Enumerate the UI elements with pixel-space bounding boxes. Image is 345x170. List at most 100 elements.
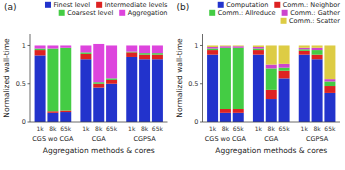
bar-segment — [324, 79, 335, 81]
bar-segment — [60, 48, 71, 111]
legend: Finest levelIntermediate levelsCoarsest … — [45, 1, 168, 17]
legend-swatch — [209, 10, 215, 16]
legend-label: Comm.: Neighbor — [283, 1, 341, 9]
group-label: CGS wo CGA — [205, 135, 247, 143]
bar-segment — [93, 44, 104, 82]
legend: Computation Comm.: Neighbor Comm.: Allredu… — [209, 1, 340, 25]
bar-segment — [299, 48, 310, 50]
bar-segment — [233, 48, 244, 109]
bar-segment — [253, 45, 264, 47]
group-label: CGA — [264, 135, 279, 143]
bar-segment — [139, 55, 150, 60]
bar-segment — [279, 78, 290, 122]
bar-segment — [324, 45, 335, 79]
bar-segment — [312, 50, 323, 55]
bar-segment — [266, 90, 277, 99]
y-axis-line — [30, 34, 31, 122]
bar-segment — [266, 99, 277, 122]
legend-label: Coarsest level — [67, 9, 113, 17]
legend-swatch — [281, 18, 287, 24]
bar-segment — [299, 51, 310, 55]
bar-segment — [80, 54, 91, 59]
x-tick-label: 65k — [106, 125, 118, 132]
y-tick-label: 0 — [22, 118, 26, 126]
group-label: CGPSA — [133, 135, 156, 143]
x-tick-label: 1k — [128, 125, 136, 132]
bar-segment — [233, 113, 244, 122]
bar-segment — [253, 55, 264, 122]
bar-segment — [60, 112, 71, 122]
bar-segment — [299, 45, 310, 47]
bar-segment — [106, 78, 117, 80]
bar-segment — [60, 111, 71, 113]
bar-segment — [299, 55, 310, 122]
bar-segment — [139, 59, 150, 122]
y-tick — [28, 83, 31, 84]
bar-segment — [220, 109, 231, 113]
x-tick-label: 8k — [95, 125, 103, 132]
y-tick-label: 0 — [194, 118, 198, 126]
x-tick-label: 1k — [209, 125, 217, 132]
group-label: CGPSA — [306, 135, 329, 143]
x-tick-label: 8k — [313, 125, 321, 132]
bar-segment — [220, 48, 231, 109]
bar-segment — [324, 81, 335, 86]
x-axis-line — [30, 122, 168, 123]
x-tick-label: 1k — [82, 125, 90, 132]
bar-segment — [126, 57, 137, 122]
y-tick — [200, 45, 203, 46]
bar-segment — [126, 45, 137, 51]
bar-segment — [266, 65, 277, 69]
y-tick — [28, 122, 31, 123]
bar-segment — [80, 59, 91, 122]
bar-segment — [312, 59, 323, 122]
bar-segment — [93, 82, 104, 84]
bar-segment — [152, 45, 163, 53]
bar-segment — [220, 45, 231, 47]
legend-label: Aggregation — [128, 9, 168, 17]
bar-segment — [106, 45, 117, 78]
x-tick-label: 1k — [301, 125, 309, 132]
bar-segment — [152, 53, 163, 55]
x-axis-label: Aggregation methods & cores — [215, 146, 327, 155]
x-tick-label: 65k — [60, 125, 72, 132]
bar-segment — [35, 50, 46, 55]
bar-segment — [253, 50, 264, 55]
x-axis-line — [203, 122, 341, 123]
y-axis-label: Normalized wall-time — [2, 38, 11, 118]
title: (b) — [177, 2, 190, 12]
bar-segment — [324, 93, 335, 122]
bars — [35, 44, 163, 122]
bar-segment — [233, 45, 244, 47]
legend-label: Computation — [226, 1, 268, 9]
bar-segment — [47, 49, 58, 112]
title: (a) — [4, 2, 17, 12]
bar-segment — [312, 48, 323, 50]
bar-segment — [35, 55, 46, 122]
bar-segment — [47, 111, 58, 113]
legend-swatch — [274, 2, 280, 8]
bar-segment — [279, 71, 290, 79]
bar-segment — [47, 113, 58, 122]
legend-swatch — [45, 2, 51, 8]
bar-segment — [233, 46, 244, 48]
legend-label: Comm.: Allreduce — [218, 9, 276, 17]
bar-segment — [106, 84, 117, 122]
x-tick-label: 1k — [255, 125, 263, 132]
bar-segment — [152, 55, 163, 60]
legend-swatch — [119, 10, 125, 16]
legend-label: Comm.: Gather — [290, 9, 340, 17]
bar-segment — [233, 109, 244, 113]
figure: (a)00.511k8k65k1k8k65k1k8k65kCGS wo CGAC… — [0, 0, 345, 170]
legend-label: Comm.: Scatter — [289, 17, 340, 25]
bar-segment — [253, 49, 264, 51]
page: {"chart_data": [ {"type": "bar", "stacke… — [0, 0, 345, 170]
y-tick — [28, 45, 31, 46]
bar-segment — [220, 46, 231, 48]
bar-segment — [207, 47, 218, 49]
bar-segment — [35, 49, 46, 51]
x-tick-label: 65k — [233, 125, 245, 132]
bar-segment — [152, 59, 163, 122]
group-label: CGS wo CGA — [32, 135, 74, 143]
bar-segment — [279, 64, 290, 68]
